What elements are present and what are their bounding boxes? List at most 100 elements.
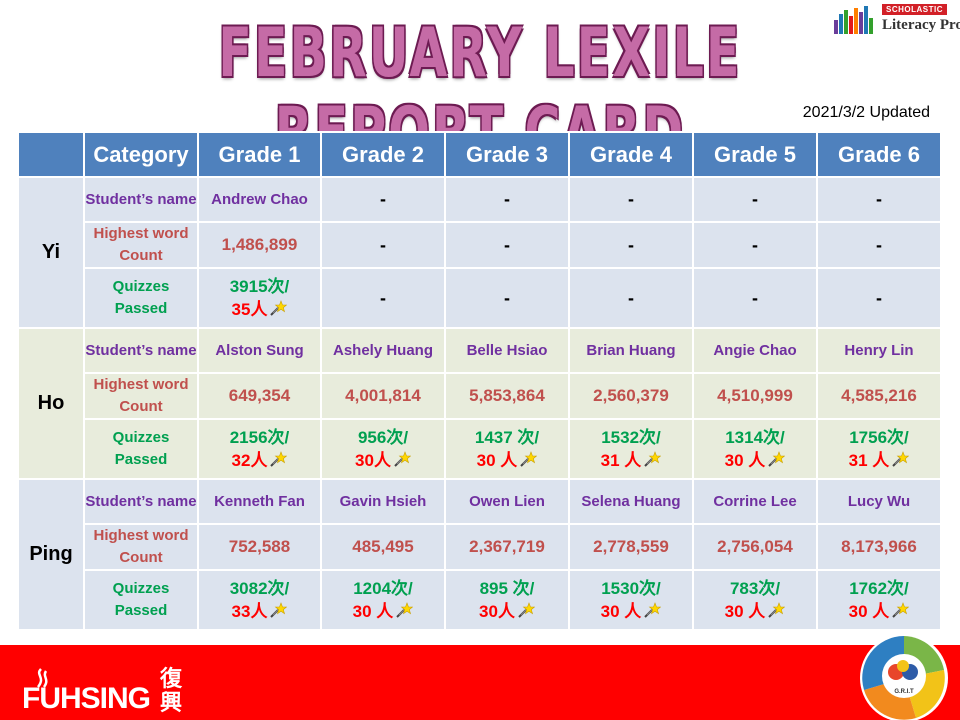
quizzes-cell: 1532次/31 人 xyxy=(568,418,694,480)
word-count-cell: 5,853,864 xyxy=(444,372,570,420)
student-name-cell: - xyxy=(444,176,570,223)
quizzes-cell: 783次/30 人 xyxy=(692,569,818,631)
updated-date: 2021/3/2 Updated xyxy=(802,104,930,121)
category-word-count: Highest word Count xyxy=(83,372,199,420)
quiz-people: 30人 xyxy=(355,451,391,470)
quizzes-cell: - xyxy=(816,267,942,329)
word-count-cell: 649,354 xyxy=(197,372,322,420)
quiz-times: 2156次/ xyxy=(229,428,290,447)
shooting-star-icon xyxy=(270,451,288,467)
student-name-cell: Brian Huang xyxy=(568,327,694,374)
student-name-cell: Angie Chao xyxy=(692,327,818,374)
shooting-star-icon xyxy=(768,451,786,467)
svg-text:G.R.I.T: G.R.I.T xyxy=(894,689,914,695)
student-name-cell: Ashely Huang xyxy=(320,327,446,374)
shooting-star-icon xyxy=(518,602,535,618)
shooting-star-icon xyxy=(396,602,414,618)
quiz-people: 31 人 xyxy=(848,451,890,470)
student-name-cell: Belle Hsiao xyxy=(444,327,570,374)
word-count-row: Highest word Count 649,354 4,001,814 5,853,… xyxy=(18,372,942,420)
quizzes-cell: 956次/30人 xyxy=(320,418,446,480)
student-name-cell: Henry Lin xyxy=(816,327,942,374)
shooting-star-icon xyxy=(394,451,411,467)
student-name-cell: - xyxy=(816,176,942,223)
quiz-people: 30 人 xyxy=(848,602,890,621)
quizzes-cell: 3915次/35人 xyxy=(197,267,322,329)
fuhsing-logo: FUHSING 復興 xyxy=(22,667,202,717)
school-name-chinese: 復興 xyxy=(160,666,183,716)
report-table: Category Grade 1 Grade 2 Grade 3 Grade 4… xyxy=(17,131,942,631)
word-count-cell: - xyxy=(692,221,818,269)
quiz-times: 3915次/ xyxy=(229,277,290,296)
shooting-star-icon xyxy=(270,602,288,618)
word-count-cell: 2,560,379 xyxy=(568,372,694,420)
category-quizzes: Quizzes Passed xyxy=(83,569,199,631)
quizzes-cell: 1204次/30 人 xyxy=(320,569,446,631)
quiz-times: 1314次/ xyxy=(725,428,785,447)
quizzes-cell: 3082次/33人 xyxy=(197,569,322,631)
header-row: Category Grade 1 Grade 2 Grade 3 Grade 4… xyxy=(17,131,942,178)
quizzes-cell: - xyxy=(320,267,446,329)
quiz-times: 1762次/ xyxy=(849,579,909,598)
quiz-people: 30 人 xyxy=(476,451,518,470)
word-count-cell: 1,486,899 xyxy=(197,221,322,269)
category-quizzes: Quizzes Passed xyxy=(83,418,199,480)
word-count-row: Highest word Count 752,588 485,495 2,367,71… xyxy=(18,523,942,571)
quiz-times: 1756次/ xyxy=(849,428,909,447)
word-count-cell: 485,495 xyxy=(320,523,446,571)
quizzes-cell: 1314次/30 人 xyxy=(692,418,818,480)
student-name-cell: - xyxy=(568,176,694,223)
quiz-people: 33人 xyxy=(231,602,268,621)
header-grade-4: Grade 4 xyxy=(568,131,694,178)
header-category: Category xyxy=(83,131,199,178)
header-grade-3: Grade 3 xyxy=(444,131,570,178)
word-count-cell: - xyxy=(444,221,570,269)
student-name-cell: Alston Sung xyxy=(197,327,322,374)
quizzes-cell: 1437 次/30 人 xyxy=(444,418,570,480)
word-count-cell: 4,001,814 xyxy=(320,372,446,420)
word-count-cell: - xyxy=(816,221,942,269)
quizzes-cell: - xyxy=(444,267,570,329)
quiz-people: 35人 xyxy=(231,300,268,319)
header-grade-5: Grade 5 xyxy=(692,131,818,178)
word-count-cell: - xyxy=(320,221,446,269)
student-name-cell: Owen Lien xyxy=(444,478,570,525)
shooting-star-icon xyxy=(892,451,910,467)
group-name: Yi xyxy=(17,176,85,329)
books-icon xyxy=(834,6,878,34)
quiz-people: 31 人 xyxy=(600,451,642,470)
scholastic-badge: SCHOLASTIC xyxy=(882,4,947,15)
word-count-cell: 752,588 xyxy=(197,523,322,571)
quiz-people: 30 人 xyxy=(600,602,642,621)
category-word-count: Highest word Count xyxy=(83,221,199,269)
quizzes-row: Quizzes Passed 2156次/32人 956次/30人 1437 次/30… xyxy=(18,418,942,480)
student-name-cell: Corrine Lee xyxy=(692,478,818,525)
quizzes-cell: 2156次/32人 xyxy=(197,418,322,480)
word-count-cell: 8,173,966 xyxy=(816,523,942,571)
grit-badge: G.R.I.T xyxy=(860,634,948,720)
shooting-star-icon xyxy=(270,300,288,316)
quizzes-cell: 1530次/30 人 xyxy=(568,569,694,631)
header-group xyxy=(17,131,85,178)
quizzes-cell: 895 次/30人 xyxy=(444,569,570,631)
quizzes-cell: 1756次/31 人 xyxy=(816,418,942,480)
student-row: Yi Student’s name Andrew Chao - - - - - xyxy=(17,176,942,329)
student-name-cell: Selena Huang xyxy=(568,478,694,525)
word-count-cell: 2,367,719 xyxy=(444,523,570,571)
student-name-cell: - xyxy=(692,176,818,223)
student-name-cell: Kenneth Fan xyxy=(197,478,322,525)
header-grade-2: Grade 2 xyxy=(320,131,446,178)
category-student-name: Student’s name xyxy=(83,478,199,525)
shooting-star-icon xyxy=(768,602,786,618)
quiz-times: 1530次/ xyxy=(601,579,661,598)
quiz-times: 1532次/ xyxy=(601,428,661,447)
quiz-times: 1437 次/ xyxy=(474,428,540,447)
footer-bar: FUHSING 復興 xyxy=(0,645,960,720)
student-name-cell: Gavin Hsieh xyxy=(320,478,446,525)
student-row: Ping Student’s name Kenneth Fan Gavin Hsieh… xyxy=(17,478,942,631)
student-name-cell: - xyxy=(320,176,446,223)
category-student-name: Student’s name xyxy=(83,327,199,374)
student-row: Ho Student’s name Alston Sung Ashely Huang B… xyxy=(17,327,942,480)
word-count-cell: - xyxy=(568,221,694,269)
quiz-people: 30 人 xyxy=(724,602,766,621)
